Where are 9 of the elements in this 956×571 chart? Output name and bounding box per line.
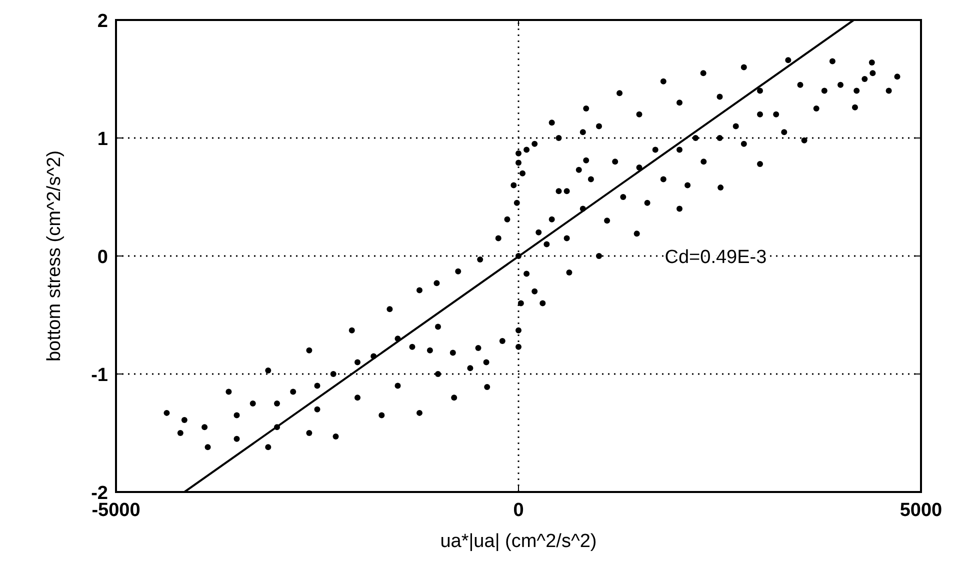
annotation: Cd=0.49E-3 [664,247,767,268]
y-axis-title: bottom stress (cm^2/s^2) [44,150,65,362]
y-tick-label: -1 [91,365,108,386]
y-tick-label: 0 [97,247,108,268]
x-axis-title: ua*|ua| (cm^2/s^2) [440,531,597,552]
x-tick-label: 0 [513,500,524,521]
y-tick-label: 2 [97,11,108,32]
x-tick-label: 5000 [900,500,942,521]
y-tick-label: 1 [97,129,108,150]
